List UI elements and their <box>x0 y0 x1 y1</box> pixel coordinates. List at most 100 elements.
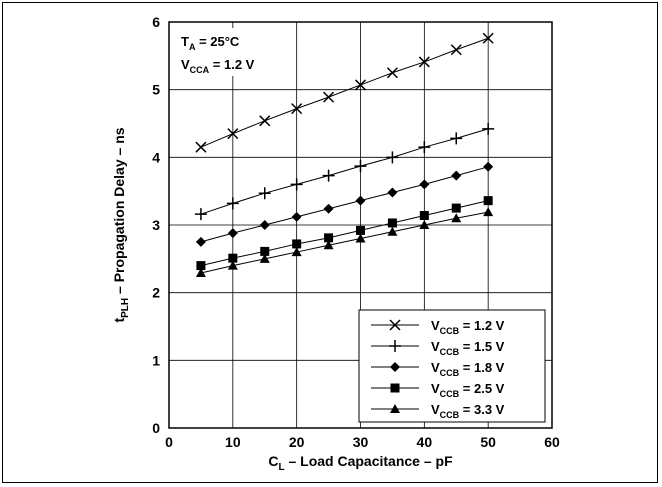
data-point <box>419 179 430 190</box>
series-line <box>200 200 489 267</box>
series-layer <box>194 32 495 278</box>
data-point <box>419 211 429 221</box>
legend-label: VCCB = 1.8 V <box>431 360 505 378</box>
x-axis-label: CL – Load Capacitance – pF <box>268 453 453 473</box>
y-tick-labels: 0 1 2 3 4 5 6 <box>152 14 160 436</box>
x-axis-label-rest: – Load Capacitance – pF <box>285 453 453 469</box>
data-point <box>418 141 431 154</box>
figure-frame <box>2 2 658 483</box>
legend: VCCB = 1.2 V VCCB = 1.5 V VCCB = 1.8 V VCCB… <box>358 309 546 423</box>
data-point <box>451 170 462 181</box>
legend-item: VCCB = 2.5 V <box>371 381 505 399</box>
x-tick-label: 30 <box>353 434 369 450</box>
legend-item: VCCB = 3.3 V <box>371 402 505 420</box>
legend-label: VCCB = 1.5 V <box>431 339 505 357</box>
data-point <box>291 103 303 115</box>
data-point <box>258 187 271 200</box>
data-point <box>322 169 335 182</box>
data-point <box>228 253 238 263</box>
x-tick-label: 60 <box>544 434 560 450</box>
data-point <box>450 44 462 56</box>
legend-marker <box>390 362 400 372</box>
annotation-vcca-main: V <box>181 57 190 72</box>
data-point <box>323 91 335 103</box>
y-tick-label: 0 <box>152 420 160 436</box>
data-point <box>356 225 365 235</box>
data-point <box>386 67 398 79</box>
data-point <box>482 122 495 135</box>
data-point <box>324 233 334 243</box>
series-line <box>200 37 489 148</box>
data-point <box>451 213 462 223</box>
annotation-temperature-main: T <box>181 34 189 49</box>
annotation-temperature-rest: = 25°C <box>195 34 239 49</box>
x-tick-label: 20 <box>289 434 305 450</box>
y-axis-label: tPLH – Propagation Delay – ns <box>111 127 131 322</box>
data-point <box>354 79 367 91</box>
y-tick-label: 2 <box>152 285 160 301</box>
legend-label: VCCB = 2.5 V <box>431 381 505 399</box>
data-point <box>291 211 302 222</box>
legend-label: VCCB = 1.2 V <box>431 318 505 336</box>
annotation-background <box>173 28 291 76</box>
data-point <box>291 247 302 257</box>
data-point <box>418 56 430 68</box>
y-tick-label: 1 <box>152 352 160 368</box>
y-axis-label-rest: – Propagation Delay – ns <box>111 127 127 298</box>
data-point <box>355 233 366 243</box>
legend-item: VCCB = 1.2 V <box>371 318 505 336</box>
data-point <box>354 160 367 173</box>
data-point <box>195 141 207 153</box>
y-axis-label-sub: PLH <box>120 298 131 318</box>
legend-marker <box>390 404 400 413</box>
data-point <box>450 132 463 145</box>
data-point <box>482 32 494 44</box>
legend-box <box>358 309 546 423</box>
data-point <box>483 161 494 172</box>
annotation-vcca: VCCA = 1.2 V <box>181 57 255 75</box>
data-point <box>227 260 238 270</box>
data-point <box>387 226 398 236</box>
annotation-temperature-sub: A <box>189 42 196 52</box>
series-line <box>200 211 489 274</box>
series-diamond <box>195 161 494 247</box>
legend-marker <box>389 340 401 352</box>
data-point <box>323 203 334 214</box>
data-point <box>259 220 270 230</box>
data-point <box>386 151 399 164</box>
data-point <box>355 195 366 206</box>
x-tick-label: 0 <box>165 434 173 450</box>
y-tick-label: 5 <box>152 82 160 98</box>
data-point <box>196 261 206 271</box>
data-point <box>292 239 302 249</box>
series-plus <box>194 122 495 221</box>
data-point <box>226 197 239 210</box>
annotation-vcca-sub: CCA <box>190 65 210 75</box>
data-point <box>483 196 493 206</box>
data-point <box>387 187 398 198</box>
data-point <box>451 203 461 213</box>
legend-label: VCCB = 3.3 V <box>431 402 505 420</box>
annotation-vcca-rest: = 1.2 V <box>209 57 254 72</box>
data-point <box>483 207 494 217</box>
data-point <box>387 218 397 228</box>
x-tick-label: 40 <box>417 434 433 450</box>
data-point <box>290 178 303 191</box>
x-tick-labels: 0 10 20 30 40 50 60 <box>165 434 560 450</box>
data-point <box>195 268 206 278</box>
x-axis-label-sub: L <box>278 462 284 473</box>
data-point <box>227 128 239 140</box>
data-point <box>227 228 238 239</box>
series-x <box>195 32 494 153</box>
legend-marker <box>389 319 401 331</box>
data-point <box>259 253 270 263</box>
legend-marker <box>390 383 400 393</box>
data-point <box>195 236 206 247</box>
y-tick-label: 4 <box>152 149 160 165</box>
data-point <box>323 240 334 250</box>
y-axis-label-main: t <box>111 318 127 323</box>
legend-item: VCCB = 1.8 V <box>371 360 505 378</box>
x-axis-label-main: C <box>268 453 278 469</box>
data-point <box>259 115 271 127</box>
